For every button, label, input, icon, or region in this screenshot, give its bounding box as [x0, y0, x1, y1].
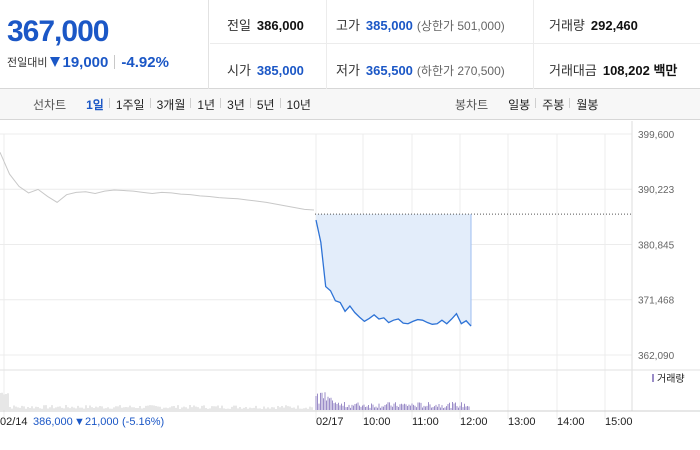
stat-label: 전일 [227, 18, 251, 33]
stat-low: 저가 365,500 (하한가 270,500) [336, 60, 505, 79]
stats-row: 시가 385,000 저가 365,500 (하한가 270,500) 거래대금 108… [210, 45, 700, 89]
down-arrow-icon [50, 57, 61, 67]
x-tick-label: 10:00 [363, 416, 391, 428]
chart-period-bar: 선차트 1일 1주일 3개월 1년 3년 5년 10년 봉차트 일봉 주봉 월봉 [0, 89, 700, 120]
today-price-line [315, 219, 472, 327]
price-chart-svg: 399,600 390,223 380,845 371,468 362,090 거래량 02… [0, 121, 700, 428]
period-tab-1년[interactable]: 1년 [190, 96, 221, 113]
divider [326, 0, 327, 89]
period-tab-3개월[interactable]: 3개월 [149, 96, 192, 113]
stat-label: 저가 [336, 63, 360, 78]
stat-prev-close: 전일 386,000 [227, 15, 304, 34]
price-chart: 399,600 390,223 380,845 371,468 362,090 거래량 02… [0, 121, 700, 450]
period-tab-1일[interactable]: 1일 [86, 98, 104, 112]
stat-unit: 백만 [653, 63, 678, 78]
period-tab-10년[interactable]: 10년 [279, 96, 317, 113]
stat-value: 108,202 [602, 63, 650, 78]
previous-day-line [0, 152, 315, 211]
stat-value: 386,000 [256, 18, 304, 33]
y-tick-label: 399,600 [638, 130, 675, 141]
prev-day-date: 02/14 [0, 416, 28, 428]
x-tick-label: 11:00 [412, 416, 439, 428]
stat-sub: (하한가 270,500) [416, 64, 505, 78]
volume-legend: 거래량 [657, 373, 685, 385]
period-tab-1주일[interactable]: 1주일 [108, 96, 151, 113]
x-tick-label: 14:00 [557, 416, 585, 428]
period-tab-3년[interactable]: 3년 [220, 96, 251, 113]
y-tick-label: 390,223 [638, 185, 675, 196]
divider [114, 55, 116, 69]
period-tab-5년[interactable]: 5년 [249, 96, 281, 113]
candle-tab-월봉[interactable]: 월봉 [569, 96, 604, 113]
candle-tab-일봉[interactable]: 일봉 [508, 98, 531, 112]
x-tick-label: 15:00 [605, 416, 633, 428]
candle-chart-title: 봉차트 [455, 98, 489, 112]
prev-day-change-arrow: ▼ [74, 416, 85, 428]
prev-day-close: 386,000 [33, 416, 73, 428]
stat-value: 385,000 [256, 63, 304, 78]
stat-label: 고가 [336, 18, 360, 33]
stat-value: 292,460 [590, 18, 638, 33]
stat-high: 고가 385,000 (상한가 501,000) [336, 15, 505, 34]
change-percent: -4.92% [121, 53, 169, 71]
y-tick-label: 371,468 [638, 296, 675, 307]
stat-value: 365,500 [365, 63, 413, 78]
x-tick-label: 12:00 [460, 416, 488, 428]
stat-value: 385,000 [365, 18, 413, 33]
stat-volume: 거래량 292,460 [549, 15, 638, 34]
change-amount: 19,000 [62, 53, 109, 71]
x-tick-label: 13:00 [508, 416, 536, 428]
divider [533, 0, 534, 89]
today-area-fill [316, 214, 471, 327]
stock-quote-header: 367,000 전일대비 19,000 -4.92% 전일 386,000 고가 3… [0, 0, 700, 89]
quote-stats: 전일 386,000 고가 385,000 (상한가 501,000) 거래량 292,… [210, 0, 700, 89]
stat-label: 거래량 [549, 18, 585, 33]
price-summary: 367,000 전일대비 19,000 -4.92% [0, 0, 209, 89]
prev-day-change: 21,000 [85, 416, 119, 428]
stat-trade-value: 거래대금 108,202 백만 [549, 60, 677, 79]
candle-tab-주봉[interactable]: 주봉 [535, 96, 570, 113]
stat-label: 시가 [227, 63, 251, 78]
candle-chart-periods: 봉차트 일봉 주봉 월봉 [455, 89, 604, 120]
current-price: 367,000 [7, 15, 109, 48]
line-chart-title: 선차트 [33, 98, 67, 112]
y-tick-label: 380,845 [638, 241, 675, 252]
price-change-row: 전일대비 19,000 -4.92% [7, 52, 169, 72]
volume-legend-swatch [652, 374, 654, 382]
stat-open: 시가 385,000 [227, 60, 304, 79]
stats-row: 전일 386,000 고가 385,000 (상한가 501,000) 거래량 292,… [210, 0, 700, 44]
change-label: 전일대비 [7, 57, 48, 69]
prev-day-change-pct: (-5.16%) [122, 416, 164, 428]
line-chart-periods: 선차트 1일 1주일 3개월 1년 3년 5년 10년 [33, 89, 317, 120]
stat-label: 거래대금 [549, 63, 597, 78]
stat-sub: (상한가 501,000) [416, 19, 505, 33]
y-tick-label: 362,090 [638, 351, 675, 362]
x-tick-label: 02/17 [316, 416, 344, 428]
